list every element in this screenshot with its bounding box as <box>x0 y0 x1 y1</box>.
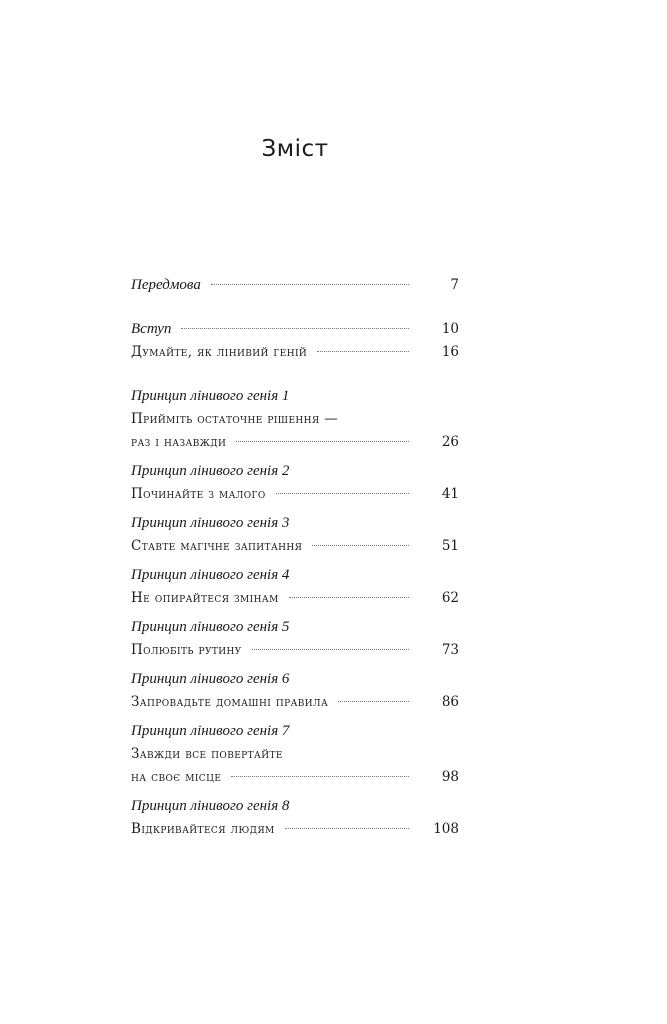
dot-leader <box>284 828 409 829</box>
toc-line: Завжди все повертайте <box>131 743 459 766</box>
dot-leader <box>338 701 409 702</box>
toc-line: Принцип лінивого генія 3 <box>131 512 459 535</box>
chapter-title: Не опирайтеся змінам <box>131 590 279 606</box>
chapter-title: Думайте, як лінивий геній <box>131 344 308 360</box>
toc-entry: Принцип лінивого генія 7 Завжди все повер… <box>131 720 459 789</box>
page-number: 26 <box>441 434 459 450</box>
toc-entry: Принцип лінивого генія 2 Починайте з мало… <box>131 460 459 506</box>
dot-leader <box>317 351 409 352</box>
page-number: 7 <box>450 277 459 293</box>
page-number: 16 <box>441 344 459 360</box>
toc-entry: Передмова 7 <box>131 274 459 297</box>
toc-line: Принцип лінивого генія 7 <box>131 720 459 743</box>
chapter-title: на своє місце <box>131 769 222 785</box>
toc-line: Принцип лінивого генія 5 <box>131 616 459 639</box>
toc-entry: Принцип лінивого генія 3 Ставте магічне з… <box>131 512 459 558</box>
page-number: 86 <box>441 694 459 710</box>
toc-entry: Вступ 10 Думайте, як лінивий геній 16 <box>131 318 459 364</box>
dot-leader <box>288 597 409 598</box>
chapter-title: Полюбіть рутину <box>131 642 242 658</box>
table-of-contents: Передмова 7 Вступ 10 Думайте, як лінивий ген… <box>131 274 459 841</box>
chapter-title: раз і назавжди <box>131 434 227 450</box>
chapter-title: Завжди все повертайте <box>131 746 283 762</box>
dot-leader <box>210 284 409 285</box>
section-label: Принцип лінивого генія 8 <box>131 798 290 814</box>
page-number: 108 <box>433 821 459 837</box>
toc-entry: Принцип лінивого генія 1 Прийміть остаточ… <box>131 385 459 454</box>
page-number: 51 <box>441 538 459 554</box>
toc-line: на своє місце 98 <box>131 766 459 789</box>
chapter-title: Починайте з малого <box>131 486 266 502</box>
section-label: Принцип лінивого генія 2 <box>131 463 290 479</box>
section-label: Принцип лінивого генія 5 <box>131 619 290 635</box>
toc-line: Відкривайтеся людям 108 <box>131 818 459 841</box>
dot-leader <box>251 649 409 650</box>
section-label: Принцип лінивого генія 4 <box>131 567 290 583</box>
section-label: Принцип лінивого генія 6 <box>131 671 290 687</box>
page-number: 41 <box>441 486 459 502</box>
toc-entry: Принцип лінивого генія 8 Відкривайтеся лю… <box>131 795 459 841</box>
toc-line: Прийміть остаточне рішення — <box>131 408 459 431</box>
toc-line: Передмова 7 <box>131 274 459 297</box>
dot-leader <box>231 776 409 777</box>
toc-line: раз і назавжди 26 <box>131 431 459 454</box>
section-label: Вступ <box>131 321 172 337</box>
toc-line: Принцип лінивого генія 8 <box>131 795 459 818</box>
chapter-title: Запровадьте домашні правила <box>131 694 329 710</box>
page-number: 10 <box>441 321 459 337</box>
toc-line: Принцип лінивого генія 2 <box>131 460 459 483</box>
section-label: Передмова <box>131 277 201 293</box>
page-title: Зміст <box>261 136 329 162</box>
toc-line: Ставте магічне запитання 51 <box>131 535 459 558</box>
dot-leader <box>275 493 409 494</box>
toc-line: Запровадьте домашні правила 86 <box>131 691 459 714</box>
chapter-title: Прийміть остаточне рішення — <box>131 411 339 427</box>
page-number: 98 <box>441 769 459 785</box>
toc-entry: Принцип лінивого генія 4 Не опирайтеся зм… <box>131 564 459 610</box>
dot-leader <box>181 328 409 329</box>
toc-line: Принцип лінивого генія 1 <box>131 385 459 408</box>
page-number: 62 <box>441 590 459 606</box>
toc-entry: Принцип лінивого генія 6 Запровадьте дома… <box>131 668 459 714</box>
toc-line: Принцип лінивого генія 4 <box>131 564 459 587</box>
chapter-title: Відкривайтеся людям <box>131 821 275 837</box>
toc-line: Принцип лінивого генія 6 <box>131 668 459 691</box>
toc-entry: Принцип лінивого генія 5 Полюбіть рутину 7… <box>131 616 459 662</box>
section-label: Принцип лінивого генія 7 <box>131 723 290 739</box>
section-label: Принцип лінивого генія 1 <box>131 388 290 404</box>
toc-line: Починайте з малого 41 <box>131 483 459 506</box>
toc-line: Думайте, як лінивий геній 16 <box>131 341 459 364</box>
toc-line: Полюбіть рутину 73 <box>131 639 459 662</box>
dot-leader <box>236 441 409 442</box>
chapter-title: Ставте магічне запитання <box>131 538 303 554</box>
toc-line: Не опирайтеся змінам 62 <box>131 587 459 610</box>
section-label: Принцип лінивого генія 3 <box>131 515 290 531</box>
dot-leader <box>312 545 409 546</box>
page-number: 73 <box>441 642 459 658</box>
toc-line: Вступ 10 <box>131 318 459 341</box>
